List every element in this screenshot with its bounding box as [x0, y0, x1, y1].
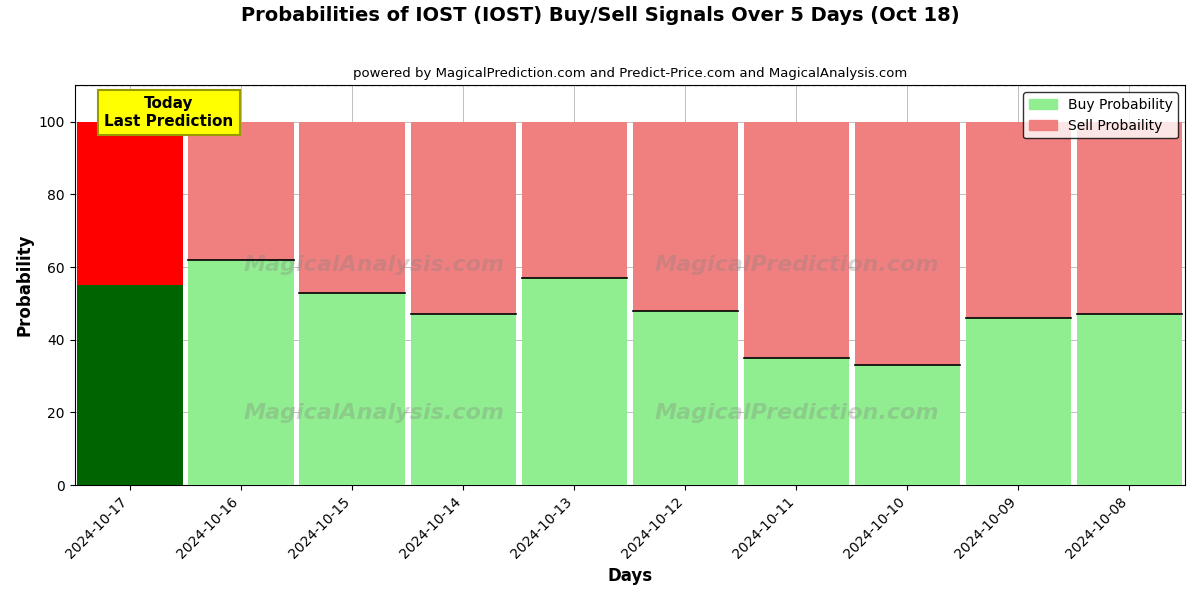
Bar [188, 260, 294, 485]
Legend: Buy Probability, Sell Probaility: Buy Probability, Sell Probaility [1024, 92, 1178, 139]
Bar [1076, 122, 1182, 314]
Text: MagicalAnalysis.com: MagicalAnalysis.com [244, 403, 505, 423]
Bar [632, 122, 738, 311]
Bar [78, 122, 182, 285]
Text: Today
Last Prediction: Today Last Prediction [104, 96, 234, 128]
X-axis label: Days: Days [607, 567, 653, 585]
Y-axis label: Probability: Probability [16, 234, 34, 337]
Bar [854, 365, 960, 485]
Bar [632, 311, 738, 485]
Text: MagicalPrediction.com: MagicalPrediction.com [654, 255, 938, 275]
Bar [744, 122, 850, 358]
Title: powered by MagicalPrediction.com and Predict-Price.com and MagicalAnalysis.com: powered by MagicalPrediction.com and Pre… [353, 67, 907, 80]
Bar [300, 293, 404, 485]
Bar [300, 122, 404, 293]
Bar [1076, 314, 1182, 485]
Bar [410, 122, 516, 314]
Text: Probabilities of IOST (IOST) Buy/Sell Signals Over 5 Days (Oct 18): Probabilities of IOST (IOST) Buy/Sell Si… [241, 6, 959, 25]
Bar [744, 358, 850, 485]
Bar [410, 314, 516, 485]
Text: MagicalPrediction.com: MagicalPrediction.com [654, 403, 938, 423]
Text: MagicalAnalysis.com: MagicalAnalysis.com [244, 255, 505, 275]
Bar [188, 122, 294, 260]
Bar [522, 278, 628, 485]
Bar [966, 318, 1072, 485]
Bar [78, 285, 182, 485]
Bar [966, 122, 1072, 318]
Bar [854, 122, 960, 365]
Bar [522, 122, 628, 278]
